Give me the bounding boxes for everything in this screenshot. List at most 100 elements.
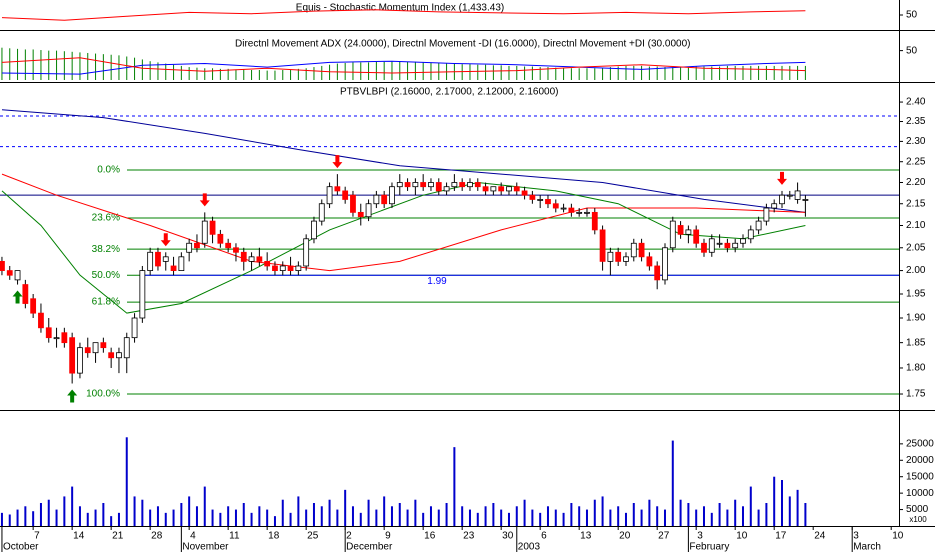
- fib-label: 38.2%: [92, 244, 120, 255]
- candle-body: [747, 229, 754, 240]
- candle-body: [209, 220, 216, 235]
- sell-arrow: [332, 155, 343, 169]
- candle-body: [22, 284, 29, 304]
- volume-bar: [8, 514, 11, 526]
- candle-body: [459, 182, 466, 188]
- volume-bar: [172, 509, 175, 526]
- x-tick-label: 13: [580, 531, 592, 542]
- y-tick-label: 1.90: [906, 313, 926, 324]
- candle-body: [14, 270, 21, 281]
- x-tick-label: 17: [775, 531, 787, 542]
- sell-arrow: [160, 233, 171, 247]
- candle-body: [662, 247, 668, 281]
- stochastic-line: [1, 9, 806, 21]
- volume-bar: [164, 512, 167, 526]
- candle-body: [248, 256, 255, 262]
- volume-bar: [663, 509, 666, 526]
- volume-bar: [55, 509, 58, 526]
- candle-body: [693, 229, 700, 244]
- sell-arrow: [776, 171, 787, 185]
- volume-bar: [780, 480, 783, 526]
- candle-body: [100, 342, 107, 349]
- volume-bar: [297, 496, 300, 526]
- candle-body: [334, 186, 341, 192]
- volume-bar: [515, 506, 518, 526]
- volume-bar: [133, 496, 136, 526]
- volume-bar: [617, 506, 620, 526]
- candle-body: [630, 242, 637, 258]
- candle-body: [404, 182, 411, 188]
- x-tick-label: 23: [463, 531, 475, 542]
- candle-body: [69, 337, 76, 374]
- candle-body: [802, 199, 809, 201]
- volume-bar: [359, 512, 362, 526]
- volume-bar: [562, 512, 565, 526]
- y-tick-label: 20000: [906, 455, 934, 466]
- candle-body: [763, 207, 770, 222]
- volume-bar: [141, 499, 144, 526]
- y-tick-label: 2.20: [906, 177, 926, 188]
- x-tick-label: 24: [814, 531, 826, 542]
- fib-label: 61.8%: [92, 297, 120, 308]
- y-tick-label: 2.15: [906, 198, 926, 209]
- volume-bar: [94, 509, 97, 526]
- candle-body: [116, 352, 122, 359]
- candle-body: [30, 298, 37, 314]
- candle-body: [77, 347, 83, 374]
- volume-bar: [476, 512, 479, 526]
- di-line: [1, 60, 806, 75]
- candle-body: [295, 265, 302, 271]
- buy-arrow: [12, 290, 23, 304]
- volume-bar: [328, 499, 331, 526]
- x-tick-label: 7: [34, 531, 40, 542]
- volume-bar: [250, 512, 253, 526]
- y-tick-label: 5000: [906, 504, 929, 515]
- candle-body: [607, 251, 614, 262]
- volume-bar: [219, 512, 222, 526]
- volume-bar: [546, 506, 549, 526]
- candle-body: [303, 238, 310, 267]
- y-tick-label: 50: [906, 45, 918, 56]
- fib-label: 50.0%: [92, 270, 120, 281]
- volume-bar: [718, 503, 721, 526]
- volume-bar: [32, 511, 35, 526]
- candle-body: [123, 337, 130, 359]
- moving-average: [1, 173, 806, 272]
- candle-body: [318, 203, 325, 222]
- candle-body: [155, 251, 161, 267]
- volume-bar: [773, 476, 776, 526]
- candle-body: [708, 238, 715, 253]
- volume-bar: [227, 506, 230, 526]
- candle-body: [435, 182, 442, 192]
- candle-body: [623, 256, 629, 262]
- volume-bar: [453, 447, 456, 526]
- x-tick-label: 9: [385, 531, 391, 542]
- volume-bar: [757, 509, 760, 526]
- candle-body: [521, 190, 528, 196]
- y-tick-label: 2.00: [906, 265, 926, 276]
- volume-bar: [640, 509, 643, 526]
- x-tick-label: 25: [307, 531, 319, 542]
- month-label: December: [346, 542, 393, 552]
- x-tick-label: 20: [619, 531, 631, 542]
- candle-body: [272, 265, 278, 271]
- volume-bar: [47, 499, 50, 526]
- candle-body: [716, 242, 723, 245]
- volume-bar: [585, 509, 588, 526]
- fib-label: 0.0%: [97, 165, 120, 176]
- volume-bar: [461, 506, 464, 526]
- volume-bar: [149, 509, 152, 526]
- volume-bar: [234, 509, 237, 526]
- volume-bar: [63, 496, 66, 526]
- candle-body: [326, 186, 333, 205]
- candle-body: [474, 182, 481, 188]
- chart-title: PTBVLBPI (2.16000, 2.17000, 2.12000, 2.1…: [340, 87, 559, 98]
- candle-body: [108, 352, 115, 359]
- volume-bar: [702, 506, 705, 526]
- candle-body: [84, 347, 91, 354]
- candle-body: [287, 265, 294, 271]
- panel-borders: [0, 0, 935, 527]
- volume-bar: [765, 503, 768, 526]
- volume-bar: [281, 499, 284, 526]
